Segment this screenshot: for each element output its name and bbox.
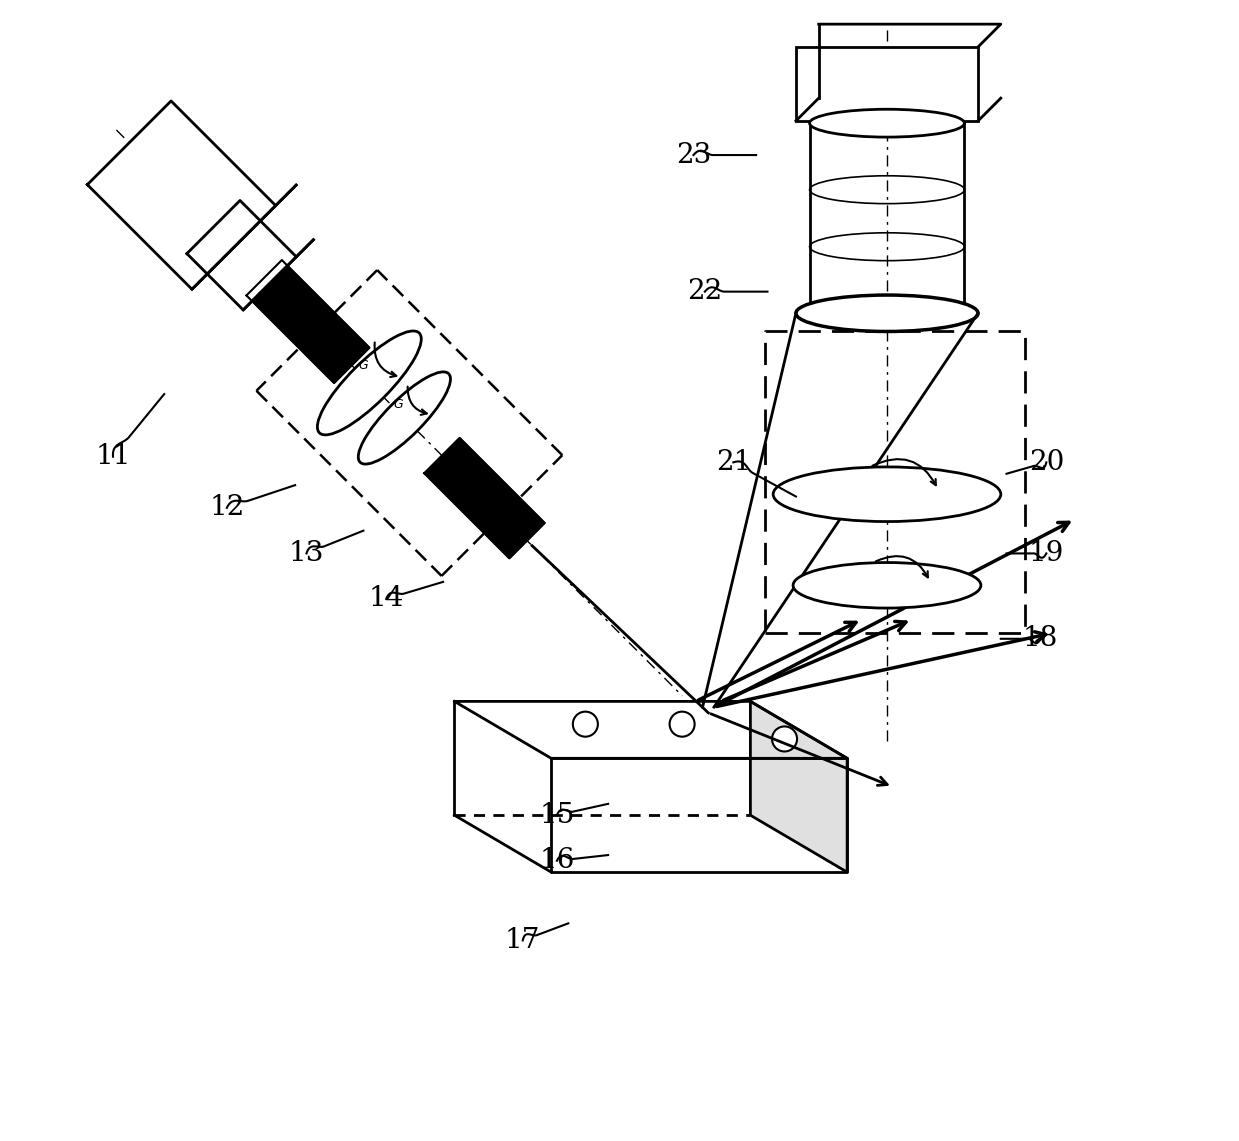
Text: 12: 12 [209,494,244,521]
Text: 16: 16 [539,848,575,874]
Text: 20: 20 [1028,448,1064,476]
Circle shape [669,712,695,737]
Ellipse shape [809,110,964,137]
Text: 11: 11 [95,443,131,470]
Text: G: G [359,359,368,372]
Polygon shape [751,702,847,872]
Text: 15: 15 [539,802,575,828]
Circle shape [572,712,598,737]
Text: 14: 14 [368,585,404,613]
Text: 23: 23 [675,141,711,169]
Polygon shape [455,702,847,759]
Text: 21: 21 [716,448,751,476]
Polygon shape [424,438,545,558]
Ellipse shape [773,467,1001,521]
Polygon shape [87,100,276,290]
Text: 13: 13 [289,540,325,567]
Ellipse shape [795,296,978,332]
Text: 18: 18 [1023,625,1058,653]
Ellipse shape [793,563,981,608]
Circle shape [772,727,797,752]
Ellipse shape [317,331,421,435]
Polygon shape [187,201,296,310]
Text: 22: 22 [688,278,722,305]
Ellipse shape [809,299,964,327]
Ellipse shape [358,372,451,464]
Text: 17: 17 [506,926,540,954]
FancyBboxPatch shape [795,47,978,121]
Text: G: G [394,398,404,411]
Polygon shape [247,260,369,383]
Polygon shape [551,759,847,872]
Text: 19: 19 [1028,540,1064,567]
